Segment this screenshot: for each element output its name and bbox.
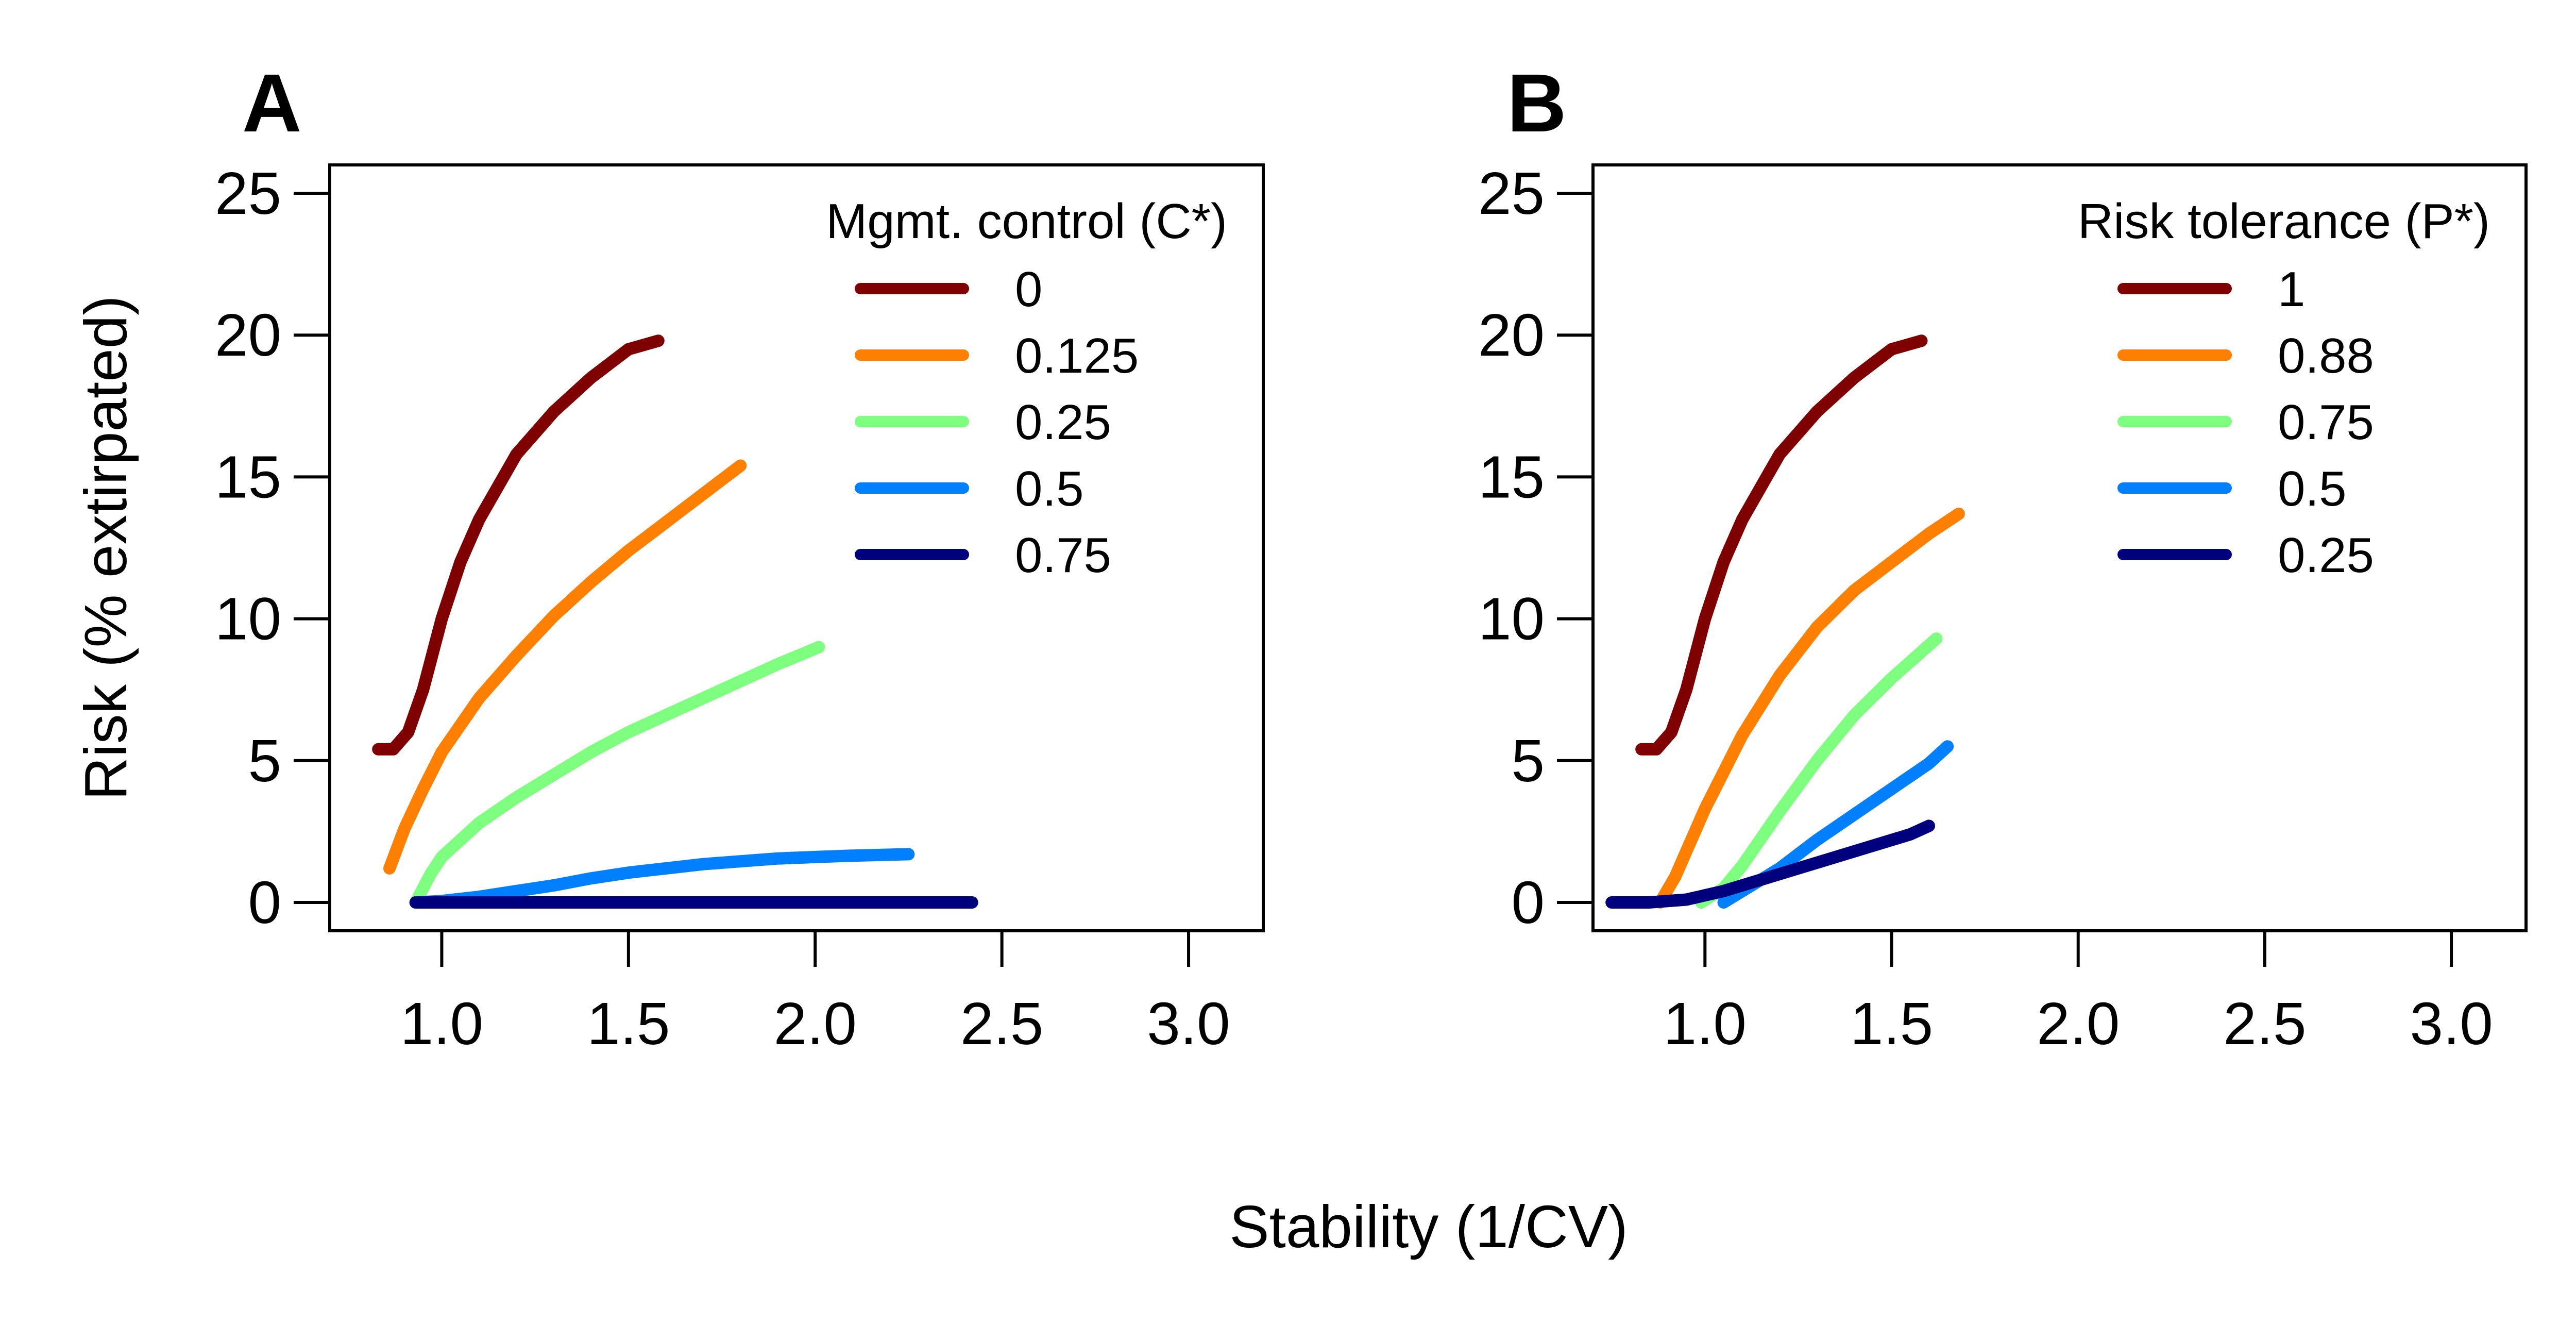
y-axis-title: Risk (% extirpated) <box>72 295 139 800</box>
legend-label: 0.25 <box>2278 528 2374 583</box>
x-tick-label: 2.5 <box>2223 990 2306 1057</box>
x-tick-label: 2.5 <box>960 990 1043 1057</box>
x-tick-label: 1.0 <box>400 990 483 1057</box>
legend-label: 0.75 <box>2278 395 2374 450</box>
legend: Mgmt. control (C*) 0 0.125 0.25 0.5 0.75 <box>826 194 1227 583</box>
y-tick-label: 10 <box>1478 585 1545 652</box>
legend: Risk tolerance (P*) 1 0.88 0.75 0.5 0.25 <box>2078 194 2490 583</box>
legend-label: 0.75 <box>1015 528 1111 583</box>
panel-letter-b: B <box>1507 57 1567 149</box>
legend-label: 0.25 <box>1015 395 1111 450</box>
chart-panel-a: A 0 5 10 15 20 25 1.0 1.5 2.0 2.5 3.0 Risk (% extirp… <box>72 57 1265 1057</box>
y-tick-label: 15 <box>215 443 281 510</box>
x-tick-label: 1.5 <box>1850 990 1933 1057</box>
y-tick-label: 5 <box>1511 727 1545 794</box>
x-tick-label: 1.0 <box>1664 990 1747 1057</box>
series-line-0 <box>372 334 665 756</box>
series-line-4 <box>1605 819 1935 909</box>
legend-title: Mgmt. control (C*) <box>826 194 1227 249</box>
x-axis-title: Stability (1/CV) <box>1229 1193 1628 1260</box>
y-tick-label: 20 <box>1478 301 1545 368</box>
legend-label: 0.5 <box>2278 461 2346 516</box>
y-tick-label: 5 <box>248 727 281 794</box>
chart-panel-b: B 0 5 10 15 20 25 1.0 1.5 2.0 2.5 3.0 Risk tolerance… <box>1478 57 2528 1057</box>
x-tick-label: 3.0 <box>1147 990 1230 1057</box>
legend-label: 0.5 <box>1015 461 1083 516</box>
x-tick-label: 2.0 <box>774 990 857 1057</box>
y-tick-label: 10 <box>215 585 281 652</box>
legend-label: 1 <box>2278 262 2305 317</box>
y-tick-label: 25 <box>215 160 281 227</box>
series-line-3 <box>409 848 915 909</box>
series-line-2 <box>409 641 825 909</box>
x-tick-label: 3.0 <box>2410 990 2493 1057</box>
legend-label: 0.88 <box>2278 328 2374 383</box>
y-tick-label: 0 <box>248 869 281 936</box>
plot-frame <box>328 163 1265 932</box>
y-tick-label: 0 <box>1511 869 1545 936</box>
series-line-0 <box>1635 334 1928 756</box>
series-line-1 <box>383 459 747 875</box>
legend-label: 0.125 <box>1015 328 1139 383</box>
plot-frame <box>1591 163 2528 932</box>
series-line-1 <box>1654 508 1965 909</box>
x-tick-label: 1.5 <box>587 990 670 1057</box>
legend-label: 0 <box>1015 262 1042 317</box>
y-tick-label: 15 <box>1478 443 1545 510</box>
y-tick-label: 20 <box>215 301 281 368</box>
x-tick-label: 2.0 <box>2037 990 2120 1057</box>
legend-title: Risk tolerance (P*) <box>2078 194 2490 249</box>
y-tick-label: 25 <box>1478 160 1545 227</box>
panel-letter-a: A <box>242 57 302 149</box>
